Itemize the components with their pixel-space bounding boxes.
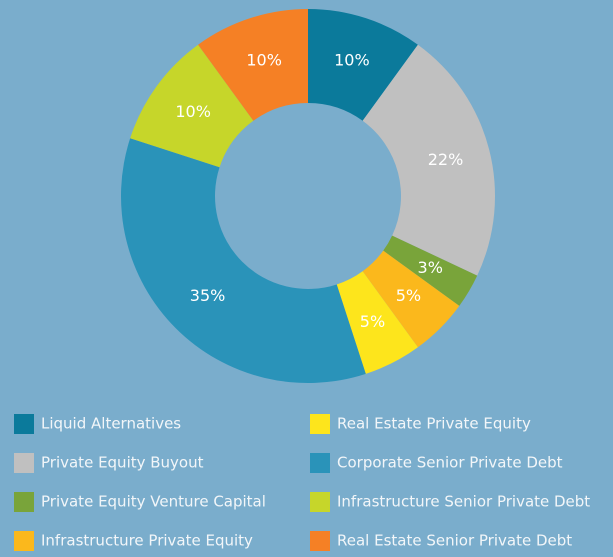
legend-label: Corporate Senior Private Debt [337, 454, 563, 472]
segment-label: 10% [175, 102, 211, 121]
legend-swatch [14, 531, 34, 551]
donut-segment [121, 138, 366, 383]
legend-swatch [14, 453, 34, 473]
legend-swatch [310, 531, 330, 551]
segment-label: 3% [418, 258, 443, 277]
legend-swatch [14, 414, 34, 434]
legend-label: Private Equity Buyout [41, 454, 204, 472]
donut-segment [130, 44, 254, 168]
legend-label: Infrastructure Senior Private Debt [337, 493, 590, 511]
legend-label: Liquid Alternatives [41, 415, 181, 433]
legend-label: Infrastructure Private Equity [41, 532, 253, 550]
donut-segment [362, 250, 460, 348]
legend-label: Private Equity Venture Capital [41, 493, 266, 511]
legend-swatch [310, 453, 330, 473]
legend-label: Real Estate Senior Private Debt [337, 532, 572, 550]
donut-segment [362, 44, 496, 276]
segment-label: 10% [334, 50, 370, 69]
legend-swatch [310, 492, 330, 512]
segment-label: 5% [360, 312, 385, 331]
segment-label: 35% [190, 286, 226, 305]
donut-segment [308, 9, 418, 121]
donut-segment [198, 9, 308, 121]
legend-swatch [14, 492, 34, 512]
legend-label: Real Estate Private Equity [337, 415, 531, 433]
donut-segment [383, 235, 478, 306]
segment-label: 10% [246, 50, 282, 69]
segment-label: 5% [396, 286, 421, 305]
legend-swatch [310, 414, 330, 434]
segment-label: 22% [428, 150, 464, 169]
donut-segment [336, 271, 418, 374]
